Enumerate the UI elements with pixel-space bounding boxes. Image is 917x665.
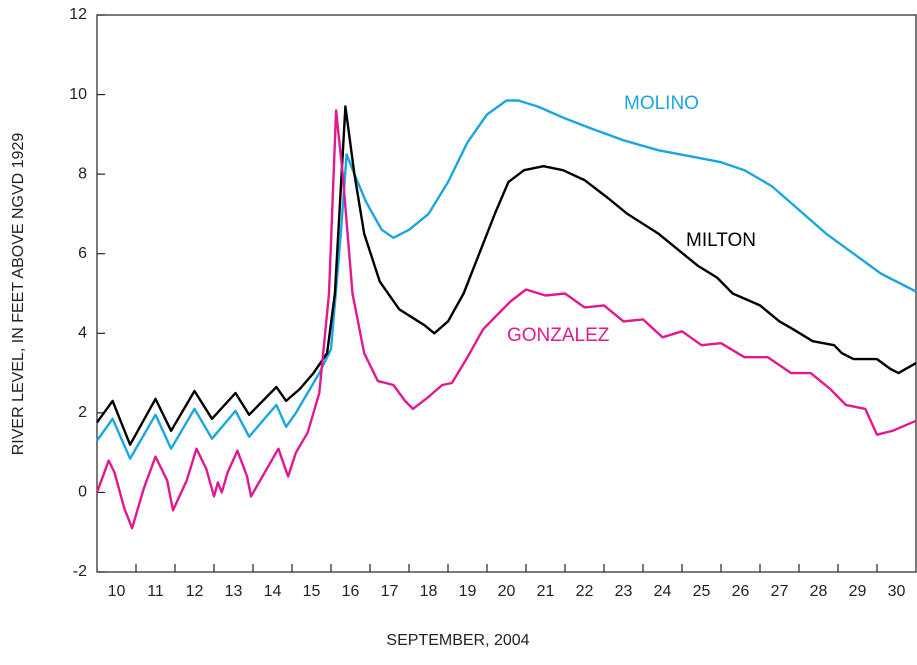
x-tick-label: 19: [459, 583, 477, 600]
y-tick-label: 12: [69, 6, 87, 23]
y-tick-label: 10: [69, 86, 87, 103]
x-tick-label: 17: [381, 583, 399, 600]
x-tick-label: 14: [264, 583, 282, 600]
x-tick-label: 25: [693, 583, 711, 600]
y-tick-label: 6: [78, 245, 87, 262]
x-tick-label: 20: [498, 583, 516, 600]
x-tick-label: 10: [108, 583, 126, 600]
x-tick-label: 13: [225, 583, 243, 600]
y-axis-label: RIVER LEVEL, IN FEET ABOVE NGVD 1929: [10, 133, 27, 456]
x-tick-label: 23: [615, 583, 633, 600]
x-tick-label: 27: [771, 583, 789, 600]
series-label: GONZALEZ: [507, 325, 610, 346]
series-line: [96, 105, 917, 446]
x-tick-label: 21: [537, 583, 555, 600]
x-tick-label: 29: [849, 583, 867, 600]
x-axis-label: SEPTEMBER, 2004: [386, 632, 529, 649]
series-label: MOLINO: [624, 93, 699, 114]
x-tick-label: 30: [888, 583, 906, 600]
x-tick-label: 28: [810, 583, 828, 600]
y-tick-label: -2: [73, 563, 87, 580]
series-line: [95, 109, 917, 530]
series-line: [96, 99, 917, 460]
x-tick-label: 12: [186, 583, 204, 600]
y-tick-label: 2: [78, 404, 87, 421]
y-tick-label: 0: [78, 484, 87, 501]
x-tick-label: 26: [732, 583, 750, 600]
y-tick-label: 8: [78, 165, 87, 182]
plot-frame: [96, 14, 917, 573]
x-tick-label: 24: [654, 583, 672, 600]
y-tick-label: 4: [78, 325, 87, 342]
x-tick-label: 15: [303, 583, 321, 600]
x-tick-label: 22: [576, 583, 594, 600]
series-label: MILTON: [686, 230, 756, 251]
x-tick-label: 16: [342, 583, 360, 600]
x-tick-label: 11: [147, 583, 164, 600]
x-tick-label: 18: [420, 583, 438, 600]
